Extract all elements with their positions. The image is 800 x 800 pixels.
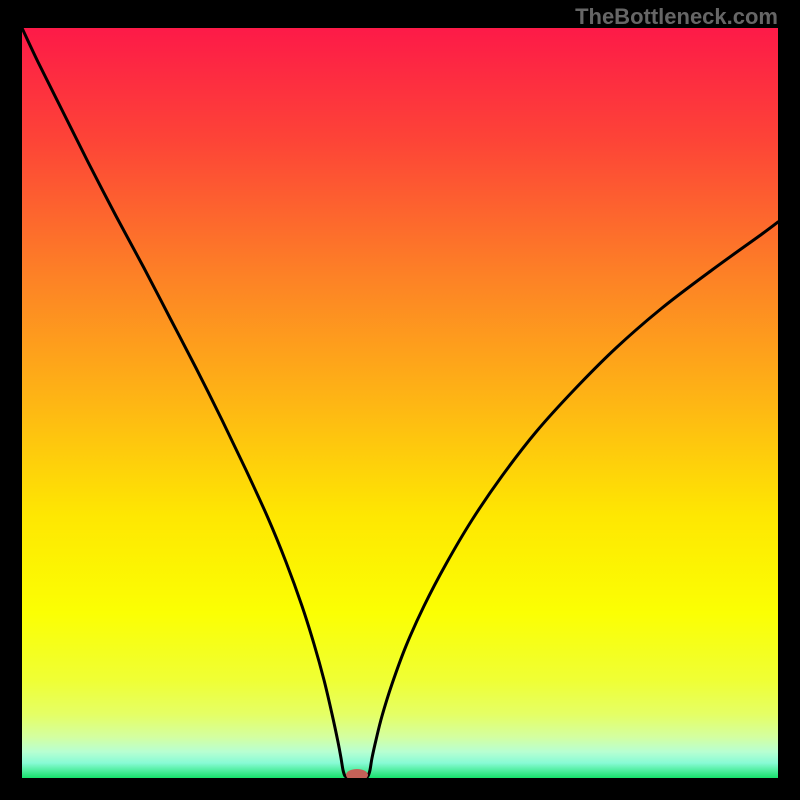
plot-area (22, 28, 778, 778)
bottleneck-curve (22, 28, 778, 777)
watermark-text: TheBottleneck.com (575, 4, 778, 30)
chart-container: TheBottleneck.com (0, 0, 800, 800)
chart-overlay (22, 28, 778, 778)
minimum-marker (346, 769, 368, 778)
